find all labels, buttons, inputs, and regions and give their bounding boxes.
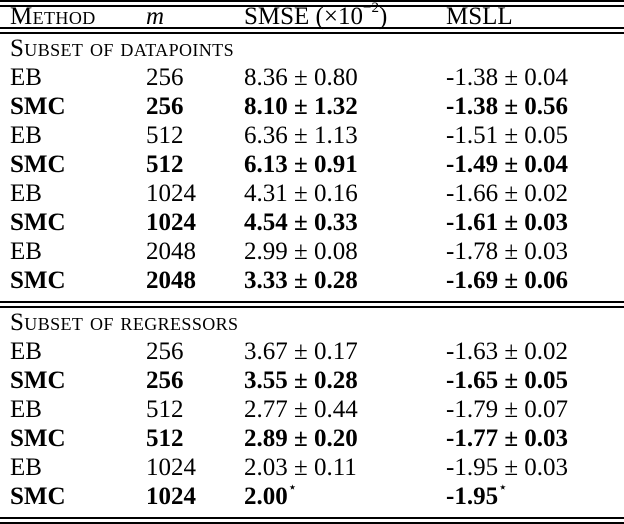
m-cell: 512 — [146, 151, 184, 178]
m-cell: 512 — [146, 122, 184, 149]
smse-cell: 8.36 ± 0.80 — [244, 64, 358, 91]
bottom-rule — [0, 517, 624, 524]
smse-header-prefix: SMSE (×10 — [244, 3, 363, 30]
m-cell: 512 — [146, 396, 184, 423]
table-row: EB 2048 2.99 ± 0.08 -1.78 ± 0.03 — [0, 237, 624, 266]
table-row: EB 512 2.77 ± 0.44 -1.79 ± 0.07 — [0, 395, 624, 424]
section-header-row: Subset of datapoints — [0, 34, 624, 63]
m-cell: 2048 — [146, 238, 196, 265]
table-row: SMC 256 8.10 ± 1.32 -1.38 ± 0.56 — [0, 92, 624, 121]
col-header-method: Method — [10, 3, 96, 30]
m-cell: 1024 — [146, 483, 196, 510]
method-cell: EB — [10, 454, 42, 481]
method-cell: SMC — [10, 267, 66, 294]
method-cell: SMC — [10, 483, 66, 510]
col-header-smse: SMSE (×10−2) — [244, 1, 446, 29]
star-superscript: ⋆ — [498, 480, 508, 497]
col-header-m: m — [146, 3, 165, 30]
table-row: EB 1024 4.31 ± 0.16 -1.66 ± 0.02 — [0, 179, 624, 208]
table-row: SMC 1024 4.54 ± 0.33 -1.61 ± 0.03 — [0, 208, 624, 237]
section-divider-rule — [0, 301, 624, 308]
method-cell: EB — [10, 180, 42, 207]
method-cell: EB — [10, 396, 42, 423]
table-header-row: Method m SMSE (×10−2) MSLL — [0, 1, 624, 30]
m-cell: 512 — [146, 425, 184, 452]
m-cell: 1024 — [146, 209, 196, 236]
method-cell: SMC — [10, 367, 66, 394]
smse-cell: 6.36 ± 1.13 — [244, 122, 358, 149]
smse-cell: 3.55 ± 0.28 — [244, 367, 358, 394]
section-header-row: Subset of regressors — [0, 308, 624, 337]
table-row: SMC 256 3.55 ± 0.28 -1.65 ± 0.05 — [0, 366, 624, 395]
section-title: Subset of datapoints — [10, 35, 234, 62]
msll-cell: -1.66 ± 0.02 — [446, 180, 569, 207]
smse-cell: 2.77 ± 0.44 — [244, 396, 358, 423]
smse-cell: 2.00⋆ — [244, 480, 298, 510]
method-cell: EB — [10, 338, 42, 365]
smse-cell: 3.67 ± 0.17 — [244, 338, 358, 365]
m-cell: 256 — [146, 64, 184, 91]
msll-cell: -1.61 ± 0.03 — [446, 209, 569, 236]
table-body: Subset of datapoints EB 256 8.36 ± 0.80 -1.3… — [0, 34, 624, 511]
table-row: SMC 1024 2.00⋆ -1.95⋆ — [0, 480, 624, 511]
msll-cell: -1.38 ± 0.56 — [446, 93, 569, 120]
msll-cell: -1.51 ± 0.05 — [446, 122, 569, 149]
smse-cell: 2.99 ± 0.08 — [244, 238, 358, 265]
smse-header-exponent: −2 — [362, 0, 379, 17]
msll-cell: -1.77 ± 0.03 — [446, 425, 569, 452]
msll-cell: -1.49 ± 0.04 — [446, 151, 569, 178]
method-cell: SMC — [10, 425, 66, 452]
table-row: EB 256 8.36 ± 0.80 -1.38 ± 0.04 — [0, 63, 624, 92]
star-superscript: ⋆ — [287, 480, 298, 497]
smse-cell: 2.03 ± 0.11 — [244, 454, 357, 481]
smse-header-suffix: ) — [378, 3, 388, 30]
top-rule — [0, 0, 624, 7]
m-cell: 1024 — [146, 180, 196, 207]
smse-cell: 4.54 ± 0.33 — [244, 209, 358, 236]
m-cell: 256 — [146, 338, 184, 365]
smse-cell: 6.13 ± 0.91 — [244, 151, 358, 178]
msll-cell: -1.65 ± 0.05 — [446, 367, 569, 394]
smse-cell: 8.10 ± 1.32 — [244, 93, 358, 120]
msll-cell: -1.69 ± 0.06 — [446, 267, 569, 294]
method-cell: SMC — [10, 209, 66, 236]
msll-cell: -1.95 ± 0.03 — [446, 454, 569, 481]
m-cell: 256 — [146, 367, 184, 394]
method-cell: SMC — [10, 93, 66, 120]
table-row: SMC 2048 3.33 ± 0.28 -1.69 ± 0.06 — [0, 266, 624, 295]
col-header-msll: MSLL — [446, 3, 513, 30]
m-cell: 2048 — [146, 267, 196, 294]
table-row: EB 256 3.67 ± 0.17 -1.63 ± 0.02 — [0, 337, 624, 366]
method-cell: EB — [10, 64, 42, 91]
msll-cell: -1.79 ± 0.07 — [446, 396, 569, 423]
msll-cell: -1.95⋆ — [446, 480, 508, 510]
section-title: Subset of regressors — [10, 309, 239, 336]
method-cell: SMC — [10, 151, 66, 178]
msll-cell: -1.38 ± 0.04 — [446, 64, 569, 91]
m-cell: 1024 — [146, 454, 196, 481]
msll-cell: -1.78 ± 0.03 — [446, 238, 569, 265]
table-row: SMC 512 6.13 ± 0.91 -1.49 ± 0.04 — [0, 150, 624, 179]
smse-cell: 4.31 ± 0.16 — [244, 180, 358, 207]
smse-cell: 3.33 ± 0.28 — [244, 267, 358, 294]
m-cell: 256 — [146, 93, 184, 120]
msll-cell: -1.63 ± 0.02 — [446, 338, 569, 365]
method-cell: EB — [10, 238, 42, 265]
table-row: EB 512 6.36 ± 1.13 -1.51 ± 0.05 — [0, 121, 624, 150]
method-cell: EB — [10, 122, 42, 149]
smse-cell: 2.89 ± 0.20 — [244, 425, 358, 452]
header-rule — [0, 27, 624, 34]
table-row: EB 1024 2.03 ± 0.11 -1.95 ± 0.03 — [0, 453, 624, 482]
table-row: SMC 512 2.89 ± 0.20 -1.77 ± 0.03 — [0, 424, 624, 453]
